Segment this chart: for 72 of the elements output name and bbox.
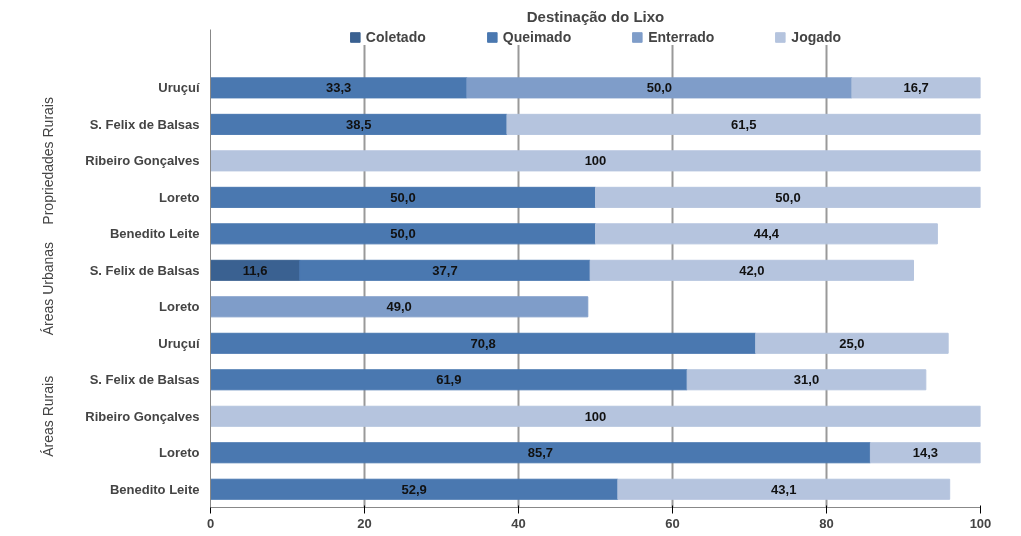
data-label: 50,0 — [775, 189, 801, 205]
bar — [210, 369, 688, 391]
bar — [210, 442, 871, 464]
data-label: 44,4 — [753, 226, 780, 242]
data-label: 37,7 — [432, 262, 458, 278]
y-tick-label: S. Felix de Balsas — [89, 116, 200, 132]
data-label: 50,0 — [390, 189, 416, 205]
bar — [686, 369, 927, 391]
bar — [210, 77, 468, 99]
data-label: 100 — [584, 153, 607, 169]
bar — [210, 113, 508, 135]
data-label: 31,0 — [793, 372, 820, 388]
bar — [851, 77, 981, 99]
data-label: 50,0 — [390, 226, 416, 242]
text: Áreas Rurais — [40, 375, 57, 457]
x-tick-label: 60 — [665, 515, 680, 531]
legend-label: Queimado — [502, 29, 572, 45]
x-tick-label: 100 — [969, 515, 992, 531]
y-tick-label: Loreto — [159, 299, 200, 315]
y-tick-label: S. Felix de Balsas — [89, 262, 200, 278]
bar — [595, 186, 981, 208]
y-tick-label: Ribeiro Gonçalves — [85, 153, 200, 169]
bar — [617, 478, 951, 500]
data-label: 38,5 — [346, 116, 372, 132]
y-tick-label: S. Felix de Balsas — [89, 372, 200, 388]
x-tick-label: 0 — [206, 515, 215, 531]
bar — [210, 259, 301, 281]
data-label: 85,7 — [527, 445, 554, 461]
bar — [210, 186, 596, 208]
y-tick-label: Loreto — [159, 189, 200, 205]
data-label: 14,3 — [912, 445, 939, 461]
bar — [210, 296, 589, 318]
bar — [210, 150, 981, 172]
y-tick-label: Ribeiro Gonçalves — [85, 408, 200, 424]
y-tick-label: Uruçuí — [158, 80, 200, 96]
x-tick-label: 80 — [819, 515, 834, 531]
data-label: 52,9 — [401, 481, 427, 497]
y-tick-label: Benedito Leite — [109, 226, 200, 242]
legend-label: Enterrado — [648, 29, 715, 45]
data-label: 25,0 — [839, 335, 865, 351]
bar — [210, 405, 981, 427]
data-label: 61,5 — [731, 116, 757, 132]
chart-title: Destinação do Lixo — [526, 7, 665, 25]
bar — [466, 77, 853, 99]
bar — [210, 332, 757, 354]
data-label: 49,0 — [386, 299, 412, 315]
y-tick-label: Benedito Leite — [109, 481, 200, 497]
bar — [210, 223, 596, 245]
bar — [589, 259, 915, 281]
bar — [869, 442, 981, 464]
text: Áreas Urbanas — [40, 241, 57, 336]
legend-label: Jogado — [791, 29, 842, 45]
text: Propriedades Rurais — [40, 97, 57, 225]
bar — [210, 478, 619, 500]
data-label: 11,6 — [242, 262, 268, 278]
bar — [755, 332, 949, 354]
data-label: 61,9 — [436, 372, 462, 388]
data-label: 33,3 — [326, 80, 352, 96]
data-label: 50,0 — [646, 80, 673, 96]
bar — [506, 113, 981, 135]
data-label: 70,8 — [470, 335, 496, 351]
x-tick-label: 20 — [357, 515, 372, 531]
legend-label: Coletado — [365, 29, 426, 45]
data-label: 42,0 — [739, 262, 765, 278]
bar — [595, 223, 938, 245]
data-label: 16,7 — [903, 80, 929, 96]
x-tick-label: 40 — [511, 515, 526, 531]
data-label: 43,1 — [771, 481, 797, 497]
y-tick-label: Loreto — [159, 445, 200, 461]
data-label: 100 — [584, 408, 607, 424]
y-tick-label: Uruçuí — [158, 335, 200, 351]
bar — [299, 259, 591, 281]
